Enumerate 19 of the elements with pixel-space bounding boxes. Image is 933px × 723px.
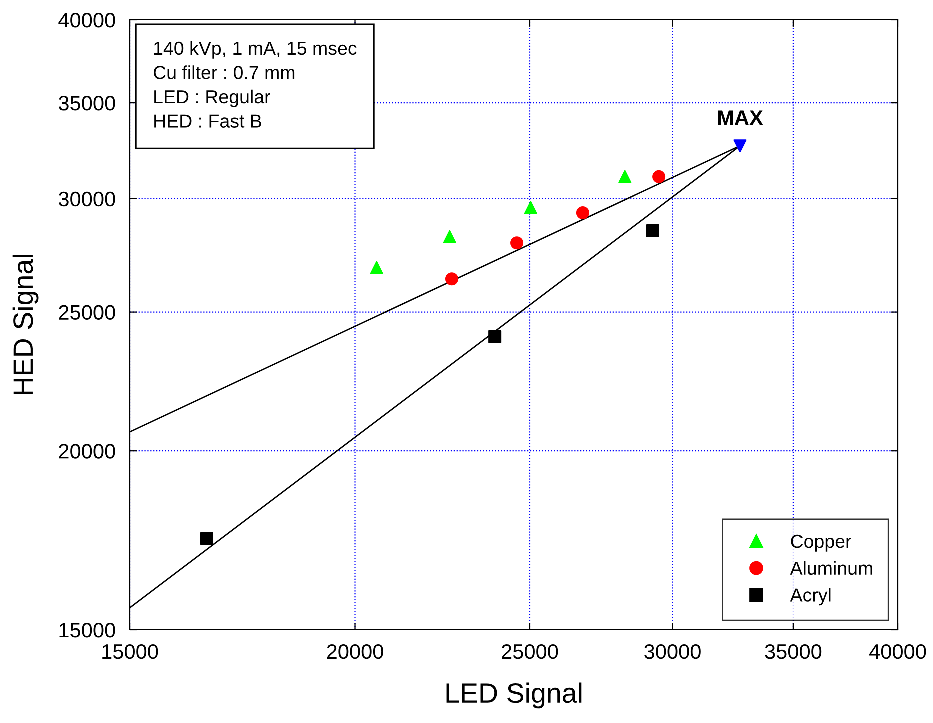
- x-tick-label: 25000: [502, 644, 558, 660]
- x-tick-label: 30000: [644, 644, 701, 660]
- x-axis-title: LED Signal: [446, 682, 582, 709]
- x-tick-label: 35000: [765, 644, 822, 660]
- y-axis-title: HED Signal: [12, 255, 39, 395]
- legend-label: Aluminum: [790, 561, 872, 576]
- y-tick-label: 20000: [59, 444, 116, 459]
- annotation: MAX: [718, 110, 764, 126]
- y-tick-label: 15000: [60, 623, 116, 638]
- legend-label: Copper: [791, 534, 852, 552]
- x-tick-label: 40000: [870, 644, 926, 660]
- y-tick-label: 40000: [58, 13, 116, 28]
- x-tick-label: 15000: [102, 644, 158, 660]
- y-tick-label: 25000: [59, 305, 116, 320]
- annotation: 140 kVp, 1 mA, 15 msec Cu filter : 0.7 mm LED : Regular HED : Fast B: [154, 41, 357, 128]
- x-tick-label: 20000: [327, 644, 384, 660]
- y-tick-label: 30000: [58, 192, 116, 207]
- legend-label: Acryl: [790, 588, 831, 606]
- y-tick-label: 35000: [58, 96, 116, 111]
